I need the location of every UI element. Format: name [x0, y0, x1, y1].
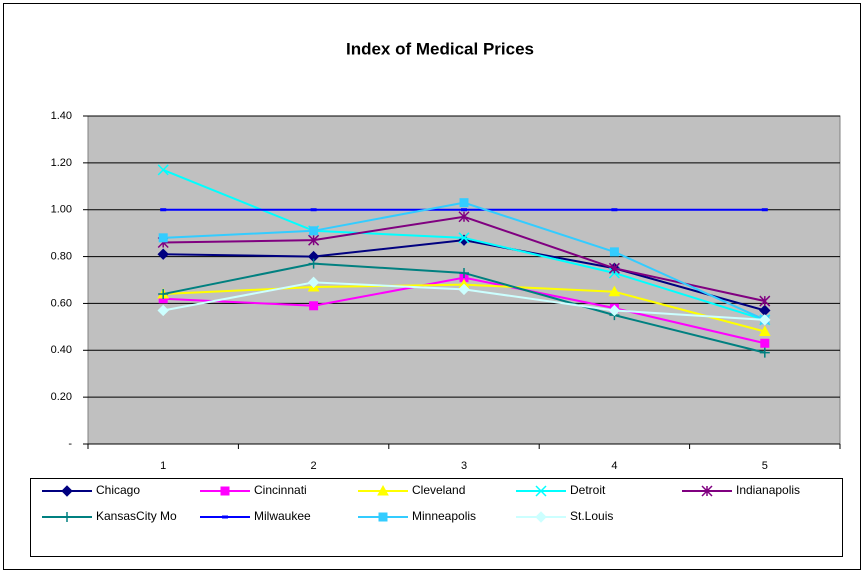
marker	[458, 211, 470, 223]
marker	[220, 486, 230, 496]
legend-label: Chicago	[96, 483, 140, 497]
marker	[611, 208, 618, 212]
legend-label: Detroit	[570, 483, 606, 497]
legend-label: Milwaukee	[254, 509, 311, 523]
y-tick-label: 0.40	[51, 344, 72, 356]
marker	[308, 234, 320, 246]
legend-label: St.Louis	[570, 509, 613, 523]
marker	[458, 232, 470, 244]
marker	[759, 314, 771, 326]
y-tick-label: 0.60	[51, 297, 72, 309]
x-tick-label: 3	[461, 460, 467, 472]
x-tick-label: 4	[611, 460, 617, 472]
y-tick-label: -	[68, 438, 72, 450]
marker	[222, 515, 228, 519]
marker	[758, 325, 771, 337]
marker	[701, 485, 713, 497]
marker	[459, 198, 469, 208]
legend-label: Minneapolis	[412, 509, 476, 523]
marker	[458, 283, 470, 296]
legend-label: KansasCity Mo	[96, 509, 177, 523]
marker	[157, 304, 169, 317]
marker	[308, 258, 319, 269]
legend-label: Cincinnati	[254, 483, 307, 497]
marker	[61, 485, 73, 497]
marker	[459, 267, 469, 278]
marker	[609, 247, 619, 257]
marker	[309, 301, 319, 311]
legend-label: Cleveland	[412, 483, 465, 497]
marker	[158, 233, 168, 243]
x-tick-label: 1	[160, 460, 166, 472]
marker	[760, 338, 770, 348]
marker	[759, 347, 770, 358]
marker	[759, 295, 771, 307]
marker	[535, 485, 547, 497]
marker	[608, 285, 621, 297]
y-tick-label: 0.20	[51, 391, 72, 403]
marker	[160, 208, 167, 212]
marker	[307, 276, 320, 289]
marker	[157, 164, 169, 176]
y-tick-label: 1.20	[51, 157, 72, 169]
marker	[761, 208, 768, 212]
marker	[62, 512, 72, 522]
x-tick-label: 2	[311, 460, 317, 472]
marker	[378, 512, 388, 522]
y-tick-label: 1.00	[51, 204, 72, 216]
legend-label: Indianapolis	[736, 483, 800, 497]
marker	[309, 226, 319, 236]
marker	[310, 208, 317, 212]
marker	[461, 208, 467, 212]
y-tick-label: 1.40	[51, 110, 72, 122]
marker	[377, 484, 389, 496]
chart-title: Index of Medical Prices	[346, 39, 534, 58]
marker	[158, 289, 169, 300]
marker	[157, 248, 169, 260]
y-tick-label: 0.80	[51, 250, 72, 262]
marker	[608, 262, 620, 274]
x-tick-label: 5	[762, 460, 768, 472]
marker	[608, 304, 621, 317]
marker	[535, 511, 547, 523]
